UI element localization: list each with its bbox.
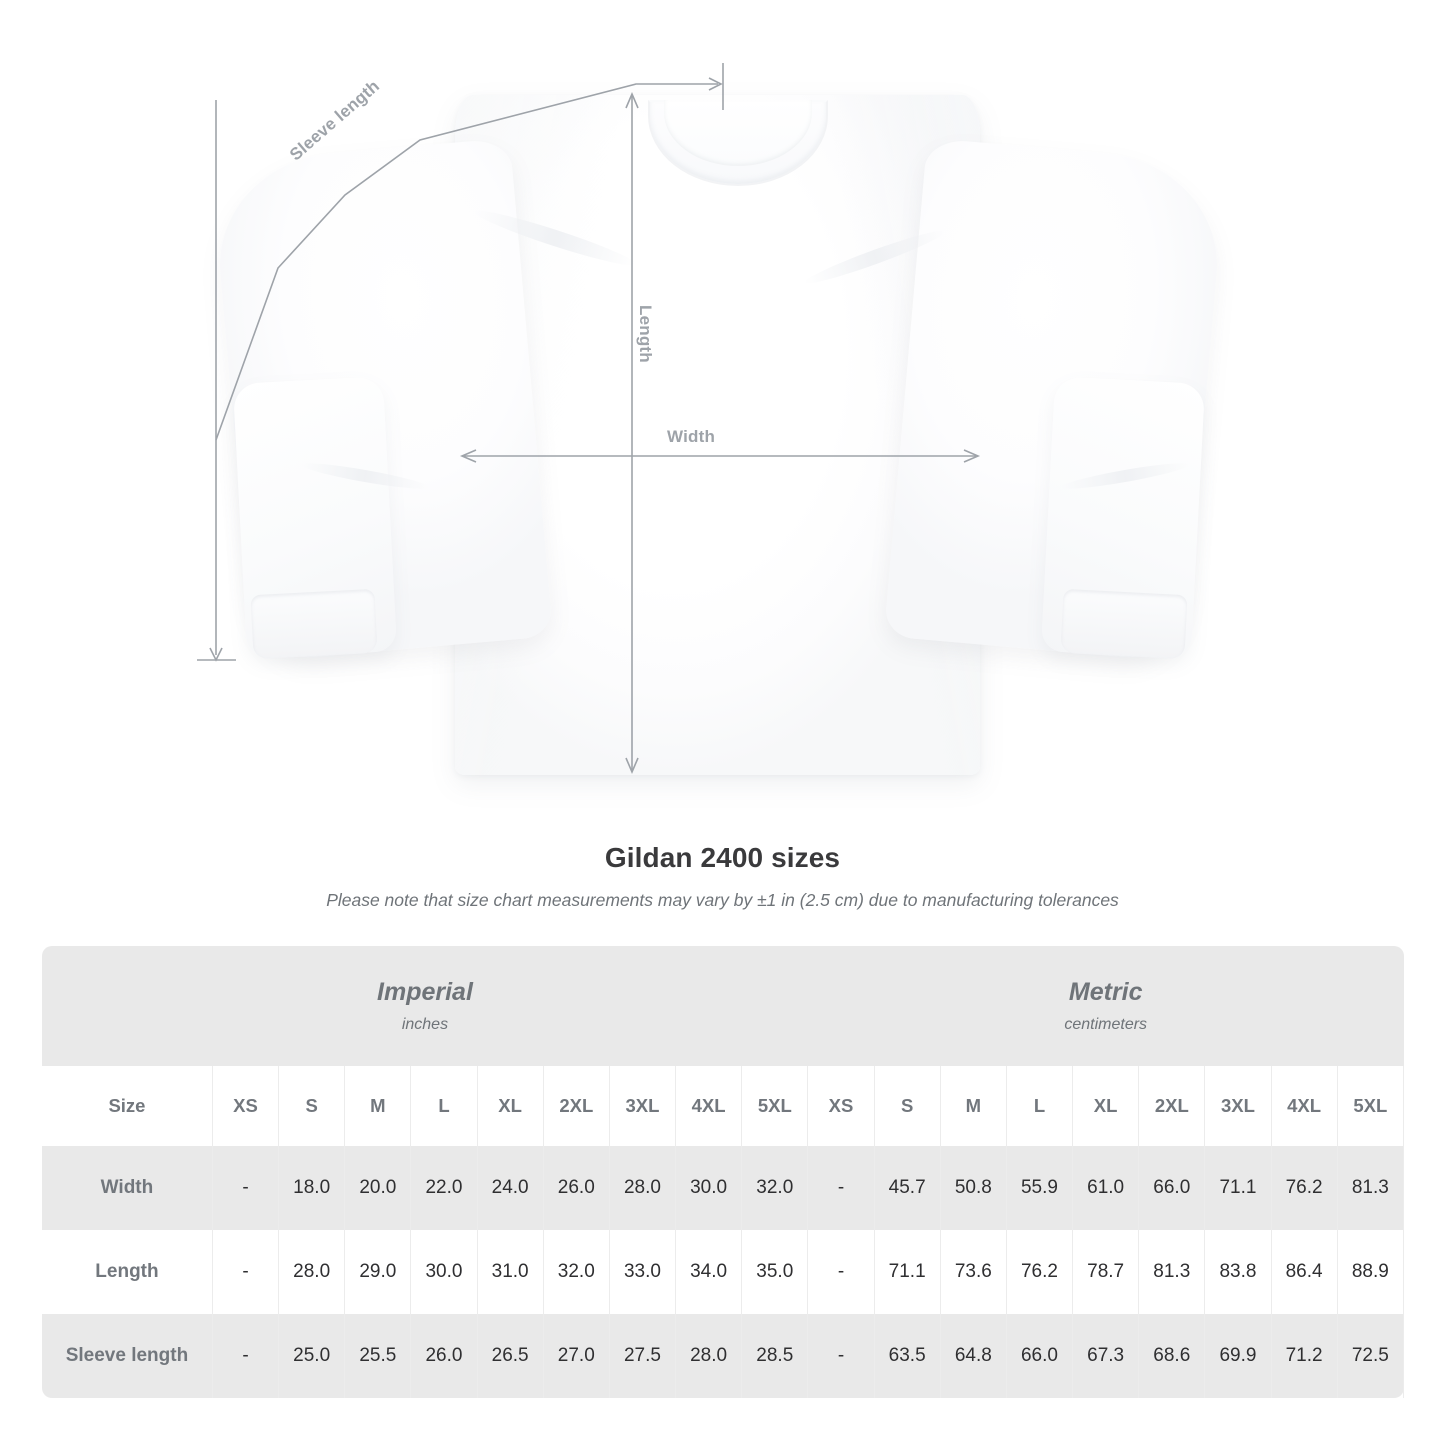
header-imperial-s: S <box>278 1066 346 1146</box>
cell-sleeve-imperial-xs: - <box>212 1314 280 1398</box>
shirt-cuff-left <box>250 588 378 660</box>
header-metric-5xl: 5XL <box>1337 1066 1405 1146</box>
tolerance-note: Please note that size chart measurements… <box>326 890 1119 910</box>
unit-name-metric: Metric <box>1068 978 1143 1007</box>
header-imperial-2xl: 2XL <box>543 1066 610 1146</box>
cell-sleeve-metric-5xl: 72.5 <box>1337 1314 1405 1398</box>
header-imperial-l: L <box>410 1066 478 1146</box>
cell-sleeve-metric-s: 63.5 <box>874 1314 941 1398</box>
long-sleeve-shirt-photo <box>210 95 1227 775</box>
cell-width-imperial-m: 20.0 <box>344 1146 412 1230</box>
unit-sub-imperial: inches <box>401 1015 449 1033</box>
header-metric-m: M <box>940 1066 1007 1146</box>
header-metric-3xl: 3XL <box>1204 1066 1272 1146</box>
cell-width-metric-2xl: 66.0 <box>1138 1146 1206 1230</box>
header-imperial-xl: XL <box>477 1066 544 1146</box>
cell-length-metric-l: 76.2 <box>1006 1230 1074 1314</box>
cell-length-imperial-2xl: 32.0 <box>543 1230 610 1314</box>
cell-width-imperial-s: 18.0 <box>278 1146 346 1230</box>
cell-sleeve-metric-3xl: 69.9 <box>1204 1314 1272 1398</box>
cell-width-metric-l: 55.9 <box>1006 1146 1074 1230</box>
cell-sleeve-metric-l: 66.0 <box>1006 1314 1074 1398</box>
table-row: Width - 18.0 20.0 22.0 24.0 26.0 28.0 30… <box>42 1146 1405 1230</box>
cell-width-metric-3xl: 71.1 <box>1204 1146 1272 1230</box>
length-label: Length <box>636 305 655 363</box>
page-title: Gildan 2400 sizes <box>604 842 841 873</box>
header-metric-4xl: 4XL <box>1271 1066 1338 1146</box>
unit-band-row: Imperial inches Metric centimeters <box>42 946 1404 1066</box>
cell-width-imperial-2xl: 26.0 <box>543 1146 610 1230</box>
header-metric-2xl: 2XL <box>1138 1066 1206 1146</box>
cell-length-imperial-l: 30.0 <box>410 1230 478 1314</box>
header-size: Size <box>42 1066 213 1146</box>
cell-length-imperial-4xl: 34.0 <box>675 1230 743 1314</box>
size-table-container: Imperial inches Metric centimeters Size … <box>42 946 1405 1398</box>
cell-width-metric-5xl: 81.3 <box>1337 1146 1405 1230</box>
table-row: Sleeve length - 25.0 25.5 26.0 26.5 27.0… <box>42 1314 1405 1398</box>
cell-width-imperial-4xl: 30.0 <box>675 1146 743 1230</box>
cell-length-imperial-5xl: 35.0 <box>741 1230 809 1314</box>
cell-width-imperial-xl: 24.0 <box>477 1146 544 1230</box>
cell-width-imperial-l: 22.0 <box>410 1146 478 1230</box>
cell-length-metric-m: 73.6 <box>940 1230 1007 1314</box>
cell-sleeve-imperial-2xl: 27.0 <box>543 1314 610 1398</box>
cell-sleeve-imperial-l: 26.0 <box>410 1314 478 1398</box>
cell-length-metric-5xl: 88.9 <box>1337 1230 1405 1314</box>
cell-sleeve-metric-4xl: 71.2 <box>1271 1314 1338 1398</box>
header-imperial-xs: XS <box>212 1066 280 1146</box>
cell-width-imperial-xs: - <box>212 1146 280 1230</box>
header-metric-xs: XS <box>807 1066 875 1146</box>
row-label-sleeve-length: Sleeve length <box>42 1314 213 1398</box>
unit-cell-metric: Metric centimeters <box>807 946 1404 1066</box>
cell-width-metric-xs: - <box>807 1146 875 1230</box>
cell-width-imperial-3xl: 28.0 <box>609 1146 677 1230</box>
cell-length-imperial-xl: 31.0 <box>477 1230 544 1314</box>
cell-length-metric-xl: 78.7 <box>1072 1230 1140 1314</box>
row-label-width: Width <box>42 1146 213 1230</box>
cell-length-metric-4xl: 86.4 <box>1271 1230 1338 1314</box>
cell-width-metric-s: 45.7 <box>874 1146 941 1230</box>
header-imperial-4xl: 4XL <box>675 1066 743 1146</box>
cell-width-metric-xl: 61.0 <box>1072 1146 1140 1230</box>
cell-length-metric-2xl: 81.3 <box>1138 1230 1206 1314</box>
garment-illustration: Sleeve length Length Width <box>197 63 1227 775</box>
cell-sleeve-imperial-s: 25.0 <box>278 1314 346 1398</box>
cell-sleeve-imperial-m: 25.5 <box>344 1314 412 1398</box>
cell-length-imperial-xs: - <box>212 1230 280 1314</box>
cell-length-metric-s: 71.1 <box>874 1230 941 1314</box>
row-label-length: Length <box>42 1230 213 1314</box>
cell-sleeve-metric-m: 64.8 <box>940 1314 1007 1398</box>
width-label: Width <box>667 427 716 446</box>
unit-name-imperial: Imperial <box>377 978 473 1007</box>
unit-sub-metric: centimeters <box>1064 1015 1148 1033</box>
cell-sleeve-metric-xl: 67.3 <box>1072 1314 1140 1398</box>
cell-sleeve-imperial-4xl: 28.0 <box>675 1314 743 1398</box>
cell-width-metric-4xl: 76.2 <box>1271 1146 1338 1230</box>
header-imperial-5xl: 5XL <box>741 1066 809 1146</box>
cell-width-metric-m: 50.8 <box>940 1146 1007 1230</box>
cell-sleeve-imperial-3xl: 27.5 <box>609 1314 677 1398</box>
header-imperial-m: M <box>344 1066 412 1146</box>
header-metric-s: S <box>874 1066 941 1146</box>
unit-cell-imperial: Imperial inches <box>42 946 808 1066</box>
cell-length-metric-3xl: 83.8 <box>1204 1230 1272 1314</box>
cell-sleeve-imperial-5xl: 28.5 <box>741 1314 809 1398</box>
cell-length-metric-xs: - <box>807 1230 875 1314</box>
header-imperial-3xl: 3XL <box>609 1066 677 1146</box>
table-header-row: Size XS S M L XL 2XL 3XL 4XL 5XL XS S M … <box>42 1066 1405 1146</box>
size-table: Imperial inches Metric centimeters Size … <box>42 946 1405 1398</box>
header-metric-l: L <box>1006 1066 1074 1146</box>
cell-width-imperial-5xl: 32.0 <box>741 1146 809 1230</box>
cell-sleeve-imperial-xl: 26.5 <box>477 1314 544 1398</box>
table-row: Length - 28.0 29.0 30.0 31.0 32.0 33.0 3… <box>42 1230 1405 1314</box>
cell-length-imperial-s: 28.0 <box>278 1230 346 1314</box>
shirt-cuff-right <box>1060 588 1188 660</box>
cell-sleeve-metric-xs: - <box>807 1314 875 1398</box>
chart-caption: Gildan 2400 sizes Please note that size … <box>0 842 1445 911</box>
cell-length-imperial-m: 29.0 <box>344 1230 412 1314</box>
header-metric-xl: XL <box>1072 1066 1140 1146</box>
cell-length-imperial-3xl: 33.0 <box>609 1230 677 1314</box>
cell-sleeve-metric-2xl: 68.6 <box>1138 1314 1206 1398</box>
